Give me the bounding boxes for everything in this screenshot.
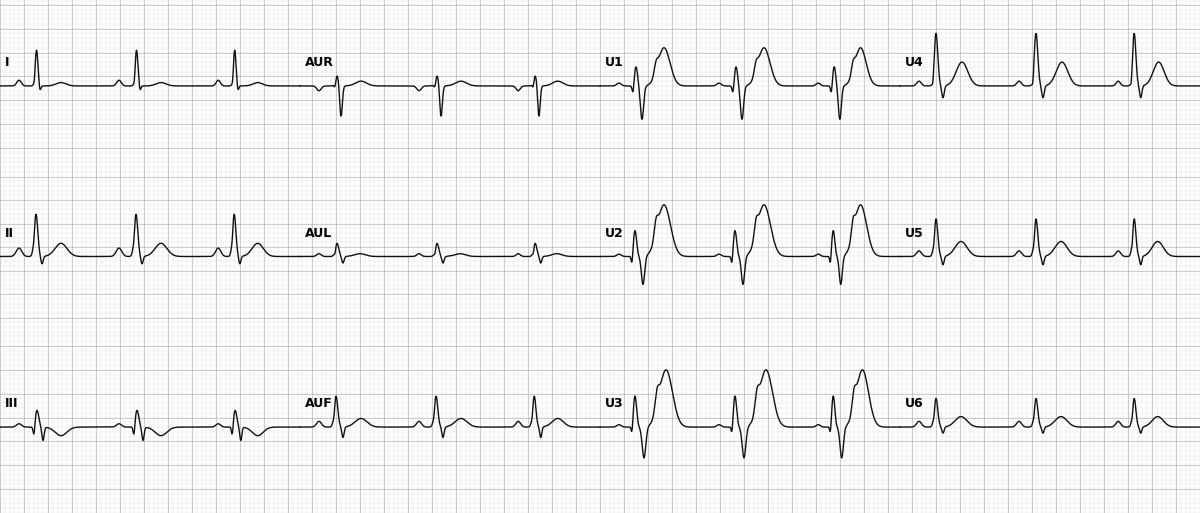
- Text: U3: U3: [605, 397, 624, 410]
- Text: AUF: AUF: [305, 397, 332, 410]
- Text: I: I: [5, 56, 10, 69]
- Text: AUR: AUR: [305, 56, 334, 69]
- Text: AUL: AUL: [305, 227, 332, 240]
- Text: II: II: [5, 227, 14, 240]
- Text: U5: U5: [905, 227, 924, 240]
- Text: U4: U4: [905, 56, 924, 69]
- Text: III: III: [5, 397, 18, 410]
- Text: U1: U1: [605, 56, 624, 69]
- Text: U6: U6: [905, 397, 924, 410]
- Text: U2: U2: [605, 227, 624, 240]
